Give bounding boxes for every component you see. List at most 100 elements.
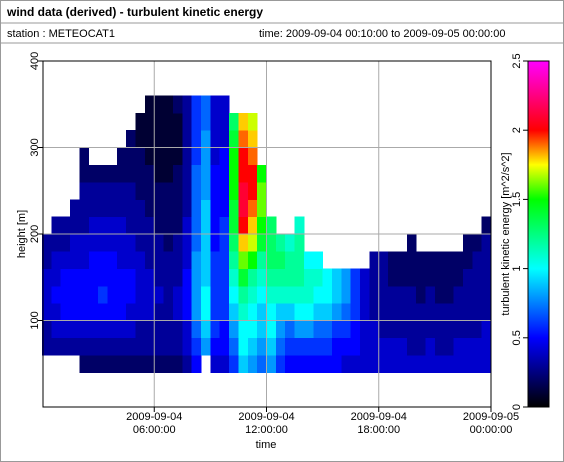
heatmap-cell <box>378 268 389 287</box>
heatmap-cell <box>116 234 127 252</box>
heatmap-cell <box>406 355 417 373</box>
heatmap-cell <box>257 268 267 287</box>
heatmap-cell <box>79 337 90 356</box>
heatmap-cell <box>247 320 258 339</box>
heatmap-cell <box>116 268 127 287</box>
heatmap-cell <box>182 337 193 356</box>
heatmap-cell <box>163 234 174 252</box>
heatmap-cell <box>219 130 230 148</box>
heatmap-cell <box>378 320 389 339</box>
heatmap-cell <box>135 303 146 321</box>
heatmap-cell <box>472 234 483 252</box>
heatmap-cell <box>144 199 155 218</box>
heatmap-cell <box>144 285 155 304</box>
heatmap-cell <box>210 337 221 356</box>
heatmap-cell <box>313 251 324 269</box>
heatmap-cell <box>98 268 108 287</box>
heatmap-cell <box>219 285 230 304</box>
heatmap-cell <box>154 112 165 131</box>
heatmap-cell <box>70 199 80 218</box>
heatmap-cell <box>135 147 146 166</box>
heatmap-cell <box>60 320 71 339</box>
heatmap-cell <box>154 234 165 252</box>
y-tick-label: 200 <box>29 225 41 243</box>
heatmap-cell <box>425 320 436 339</box>
heatmap-cell <box>275 285 286 304</box>
heatmap-cell <box>182 234 193 252</box>
heatmap-cell <box>98 164 108 183</box>
heatmap-cell <box>182 268 193 287</box>
heatmap-cell <box>331 303 342 321</box>
heatmap-cell <box>229 355 239 373</box>
heatmap-cell <box>201 199 211 218</box>
heatmap-cell <box>397 320 408 339</box>
heatmap-cell <box>163 182 174 200</box>
heatmap-cell <box>238 130 249 148</box>
heatmap-cell <box>163 268 174 287</box>
heatmap-cell <box>107 182 118 200</box>
heatmap-cell <box>453 268 464 287</box>
heatmap-cell <box>98 199 108 218</box>
heatmap-cell <box>303 268 314 287</box>
heatmap-cell <box>247 199 258 218</box>
heatmap-cell <box>51 216 62 235</box>
heatmap-cell <box>369 303 380 321</box>
heatmap-cell <box>116 182 127 200</box>
heatmap-cell <box>397 268 408 287</box>
heatmap-cell <box>182 285 193 304</box>
heatmap-cell <box>144 130 155 148</box>
heatmap-cell <box>229 216 239 235</box>
heatmap-cell <box>210 320 221 339</box>
colorbar <box>527 60 550 408</box>
heatmap-cell <box>42 320 52 339</box>
heatmap-cell <box>144 268 155 287</box>
heatmap-cell <box>79 216 90 235</box>
heatmap-cell <box>182 251 193 269</box>
heatmap-cell <box>107 268 118 287</box>
heatmap-cell <box>126 337 136 356</box>
heatmap-cell <box>219 303 230 321</box>
heatmap-cell <box>416 268 426 287</box>
heatmap-cell <box>210 216 221 235</box>
heatmap-cell <box>154 320 165 339</box>
heatmap-cell <box>238 147 249 166</box>
heatmap-cell <box>416 337 426 356</box>
heatmap-cell <box>397 303 408 321</box>
heatmap-cell <box>229 147 239 166</box>
heatmap-cell <box>42 234 52 252</box>
y-tick-label: 300 <box>29 138 41 156</box>
heatmap-cell <box>79 285 90 304</box>
heatmap-cell <box>453 355 464 373</box>
heatmap-cell <box>369 337 380 356</box>
heatmap-cell <box>172 337 183 356</box>
heatmap-cell <box>481 251 492 269</box>
heatmap-cell <box>154 251 165 269</box>
heatmap-cell <box>191 355 202 373</box>
heatmap-cell <box>444 268 454 287</box>
heatmap-cell <box>144 216 155 235</box>
heatmap-cell <box>201 303 211 321</box>
heatmap-cell <box>107 234 118 252</box>
heatmap-cell <box>116 303 127 321</box>
heatmap-cell <box>350 337 361 356</box>
heatmap-cell <box>172 285 183 304</box>
heatmap-cell <box>201 285 211 304</box>
colorbar-tick-label: 0 <box>511 404 523 410</box>
heatmap-cell <box>172 268 183 287</box>
heatmap-cell <box>70 320 80 339</box>
heatmap-cell <box>70 251 80 269</box>
heatmap-cell <box>285 285 295 304</box>
heatmap-cell <box>126 182 136 200</box>
heatmap-cell <box>210 285 221 304</box>
heatmap-cell <box>322 285 333 304</box>
heatmap-cell <box>285 303 295 321</box>
heatmap-cell <box>70 234 80 252</box>
heatmap-cell <box>341 355 352 373</box>
heatmap-cell <box>98 303 108 321</box>
heatmap-cell <box>247 303 258 321</box>
heatmap-cell <box>462 320 473 339</box>
heatmap-cell <box>107 355 118 373</box>
heatmap-cell <box>406 285 417 304</box>
heatmap-cell <box>453 251 464 269</box>
heatmap-cell <box>172 234 183 252</box>
